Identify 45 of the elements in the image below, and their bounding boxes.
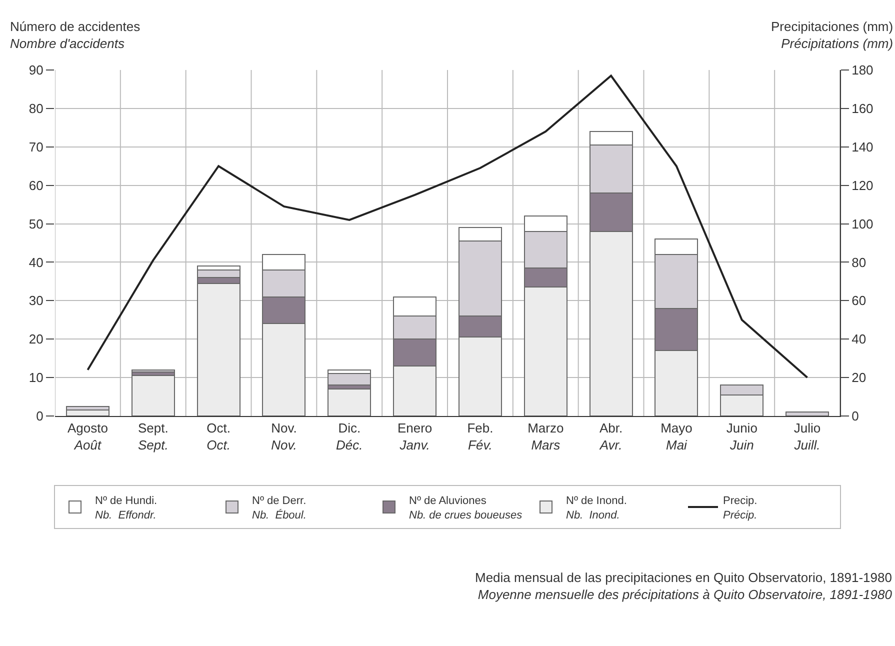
y2-tick-label: 40 — [852, 332, 866, 347]
y-tick-label: 40 — [28, 254, 44, 270]
y2-tick-label: 20 — [852, 370, 866, 386]
bar — [786, 412, 830, 416]
x-tick-label: Mayo Mai — [660, 420, 692, 452]
y-tick-label: 80 — [28, 100, 44, 116]
x-tick-label: Nov. Nov. — [271, 420, 297, 452]
legend-label: Nº de Derr. Nb. Éboul. — [252, 495, 306, 522]
x-tick-label: Abr. Avr. — [598, 420, 623, 452]
y-tick-label: 70 — [28, 139, 44, 154]
line-series — [86, 74, 808, 379]
bar — [328, 388, 372, 416]
legend-label: Precip. Précip. — [723, 495, 758, 522]
x-tick-label: Oct. Oct. — [206, 420, 230, 452]
legend-label: Nº de Inond. Nb. Inond. — [566, 495, 627, 522]
y-tick-label: 30 — [28, 293, 44, 308]
y-tick-label: 20 — [28, 332, 44, 347]
y-tick-label: 10 — [28, 370, 44, 386]
x-tick-label: Enero Janv. — [397, 420, 432, 452]
x-tick-label: Dic. Déc. — [336, 420, 363, 452]
y-tick-label: 60 — [28, 178, 44, 193]
x-tick-label: Julio Juill. — [793, 420, 821, 452]
y2-axis-title: Precipitaciones (mm) Précipitations (mm) — [771, 19, 894, 51]
y-tick-label: 50 — [28, 216, 44, 232]
bar — [328, 373, 372, 386]
y-tick-label: 90 — [28, 62, 44, 78]
x-tick-label: Sept. Sept. — [138, 420, 168, 452]
x-tick-label: Agosto Août — [67, 420, 108, 452]
y-tick-label: 0 — [36, 408, 44, 424]
bar — [131, 375, 175, 416]
y2-tick-label: 180 — [852, 62, 874, 78]
y2-tick-label: 0 — [852, 408, 859, 424]
legend-label: Nº de Aluviones Nb. de crues boueuses — [409, 495, 523, 522]
y2-tick-label: 140 — [852, 139, 874, 154]
y2-tick-label: 100 — [852, 216, 874, 232]
x-tick-label: Marzo Mars — [528, 420, 564, 452]
legend-label: Nº de Hundi. Nb. Effondr. — [95, 495, 158, 522]
x-tick-label: Feb. Fév. — [467, 420, 494, 452]
y2-tick-label: 60 — [852, 293, 866, 308]
y-axis-title: Número de accidentes Nombre d'accidents — [10, 19, 141, 51]
y2-tick-label: 160 — [852, 100, 874, 116]
x-tick-label: Junio Juin — [726, 420, 758, 452]
y2-tick-label: 120 — [852, 178, 874, 193]
y2-tick-label: 80 — [852, 254, 866, 270]
text: Media mensual de las precipitaciones en Quito Observatorio, 1891-1980 Moyenne mensuelle des précipitations à Quito Observatoire, 1891-1980 — [475, 570, 893, 602]
